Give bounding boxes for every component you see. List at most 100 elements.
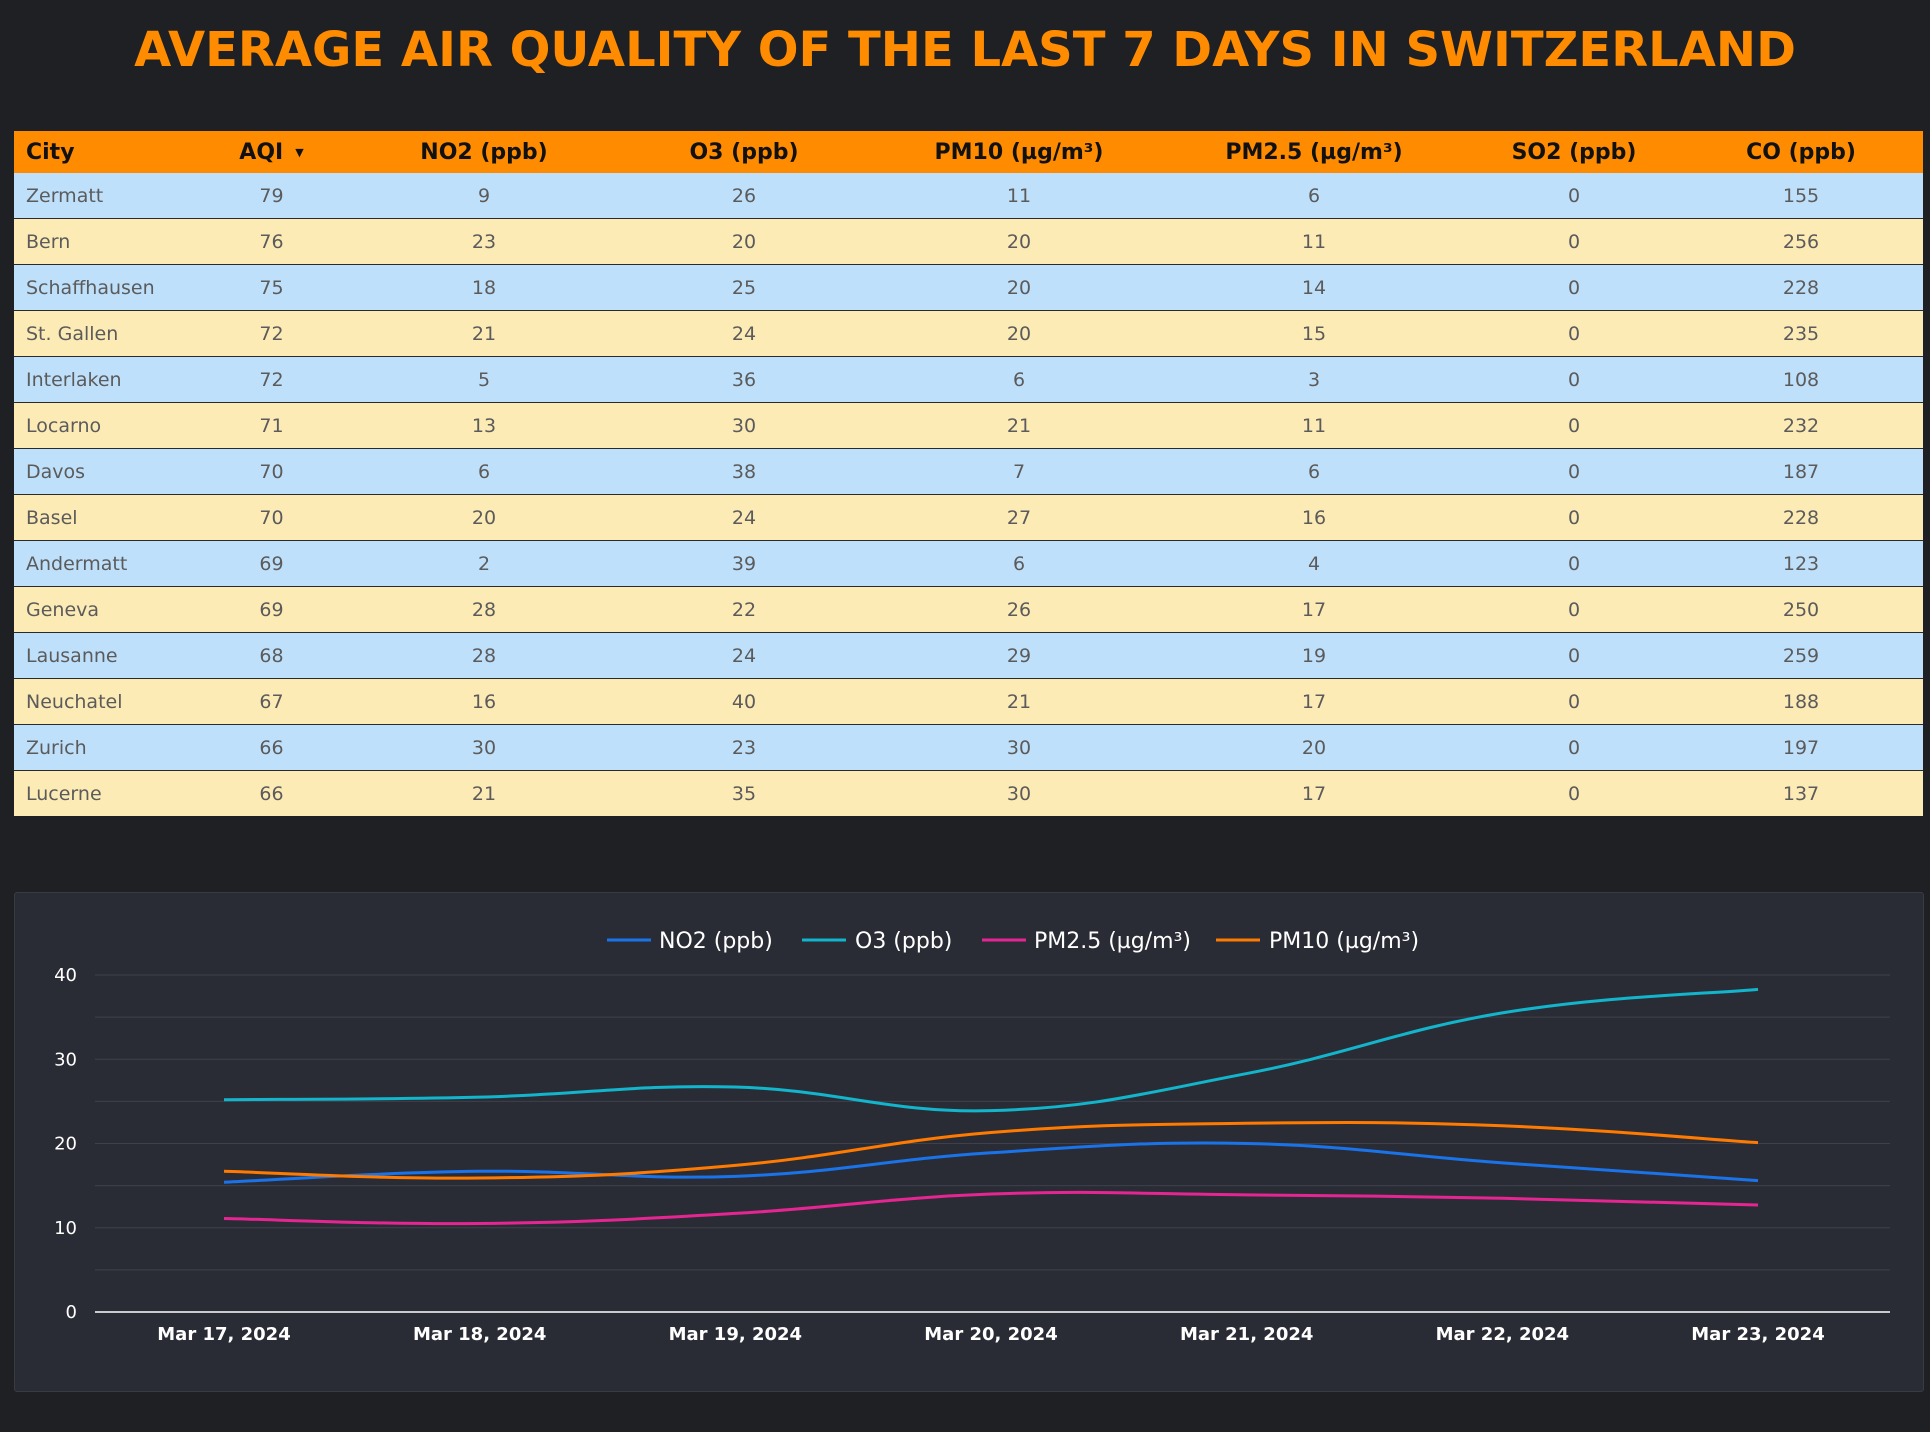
table-row: St. Gallen 72 21 24 20 15 0 235: [14, 310, 1923, 357]
y-tick-label: 30: [54, 1049, 77, 1070]
table-cell-so2-ppb: 0: [1469, 494, 1679, 541]
table-cell-co-ppb: 187: [1679, 448, 1923, 495]
table-row: Bern 76 23 20 20 11 0 256: [14, 218, 1923, 265]
table-cell-co-ppb: 256: [1679, 218, 1923, 265]
column-header-o3-ppb[interactable]: O3 (ppb): [609, 131, 879, 173]
table-cell-no2-ppb: 6: [359, 448, 609, 495]
x-tick-label: Mar 19, 2024: [669, 1324, 802, 1345]
table-cell-no2-ppb: 28: [359, 632, 609, 679]
table-cell-pm2-5-g-m: 15: [1159, 310, 1469, 357]
table-cell-no2-ppb: 30: [359, 724, 609, 771]
table-cell-aqi: 66: [184, 770, 359, 816]
table-cell-aqi: 79: [184, 173, 359, 219]
column-header-co-ppb[interactable]: CO (ppb): [1679, 131, 1923, 173]
legend-label: PM10 (µg/m³): [1269, 929, 1419, 954]
x-tick-label: Mar 23, 2024: [1691, 1324, 1824, 1345]
table-cell-so2-ppb: 0: [1469, 173, 1679, 219]
table-cell-pm10-g-m: 20: [879, 264, 1159, 311]
table-row: Davos 70 6 38 7 6 0 187: [14, 448, 1923, 495]
table-cell-pm2-5-g-m: 11: [1159, 218, 1469, 265]
column-header-aqi[interactable]: AQI ▼: [184, 131, 359, 173]
table-cell-pm2-5-g-m: 14: [1159, 264, 1469, 311]
series-line-no2-ppb: [223, 1141, 1759, 1184]
table-cell-no2-ppb: 21: [359, 770, 609, 816]
line-chart: 0 10 20 30 40 Mar 17, 2024 Mar 18, 2024 Mar 19,…: [54, 929, 1890, 1345]
legend-item[interactable]: PM10 (µg/m³): [1216, 929, 1419, 954]
table-cell-city: Lausanne: [14, 632, 184, 679]
table-cell-pm10-g-m: 6: [879, 356, 1159, 403]
column-header-label: NO2 (ppb): [420, 139, 548, 165]
table-cell-pm2-5-g-m: 17: [1159, 770, 1469, 816]
x-tick-label: Mar 22, 2024: [1436, 1324, 1569, 1345]
table-cell-aqi: 67: [184, 678, 359, 725]
table-cell-so2-ppb: 0: [1469, 218, 1679, 265]
table-cell-no2-ppb: 9: [359, 173, 609, 219]
table-row: Andermatt 69 2 39 6 4 0 123: [14, 540, 1923, 587]
table-cell-aqi: 71: [184, 402, 359, 449]
table-cell-pm2-5-g-m: 11: [1159, 402, 1469, 449]
table-cell-no2-ppb: 23: [359, 218, 609, 265]
table-cell-so2-ppb: 0: [1469, 540, 1679, 587]
table-cell-co-ppb: 123: [1679, 540, 1923, 587]
table-cell-o3-ppb: 24: [609, 494, 879, 541]
legend-item[interactable]: NO2 (ppb): [607, 929, 773, 954]
legend-label: PM2.5 (µg/m³): [1034, 929, 1191, 954]
table-row: Basel 70 20 24 27 16 0 228: [14, 494, 1923, 541]
table-cell-no2-ppb: 21: [359, 310, 609, 357]
table-cell-co-ppb: 155: [1679, 173, 1923, 219]
table-row: Lucerne 66 21 35 30 17 0 137: [14, 770, 1923, 816]
table-cell-city: Geneva: [14, 586, 184, 633]
chart-panel: 0 10 20 30 40 Mar 17, 2024 Mar 18, 2024 Mar 19,…: [14, 892, 1924, 1392]
table-cell-o3-ppb: 35: [609, 770, 879, 816]
legend-label: O3 (ppb): [855, 929, 952, 954]
series-line-pm2-5-g-m: [223, 1190, 1759, 1226]
column-header-label: CO (ppb): [1746, 139, 1856, 165]
table-cell-so2-ppb: 0: [1469, 356, 1679, 403]
column-header-pm10-g-m[interactable]: PM10 (µg/m³): [879, 131, 1159, 173]
table-cell-aqi: 70: [184, 448, 359, 495]
table-cell-so2-ppb: 0: [1469, 678, 1679, 725]
table-cell-co-ppb: 228: [1679, 264, 1923, 311]
table-cell-no2-ppb: 20: [359, 494, 609, 541]
table-cell-co-ppb: 235: [1679, 310, 1923, 357]
column-header-so2-ppb[interactable]: SO2 (ppb): [1469, 131, 1679, 173]
table-cell-aqi: 68: [184, 632, 359, 679]
table-cell-no2-ppb: 18: [359, 264, 609, 311]
table-cell-pm10-g-m: 11: [879, 173, 1159, 219]
table-row: Interlaken 72 5 36 6 3 0 108: [14, 356, 1923, 403]
column-header-label: O3 (ppb): [689, 139, 799, 165]
legend-item[interactable]: PM2.5 (µg/m³): [982, 929, 1191, 954]
column-header-label: PM2.5 (µg/m³): [1225, 139, 1403, 165]
x-tick-label: Mar 18, 2024: [413, 1324, 546, 1345]
table-row: Zurich 66 30 23 30 20 0 197: [14, 724, 1923, 771]
table-row: Locarno 71 13 30 21 11 0 232: [14, 402, 1923, 449]
x-tick-label: Mar 17, 2024: [157, 1324, 290, 1345]
table-cell-so2-ppb: 0: [1469, 402, 1679, 449]
table-cell-city: Neuchatel: [14, 678, 184, 725]
table-cell-co-ppb: 108: [1679, 356, 1923, 403]
table-cell-pm10-g-m: 29: [879, 632, 1159, 679]
column-header-label: SO2 (ppb): [1511, 139, 1637, 165]
column-header-label: PM10 (µg/m³): [934, 139, 1104, 165]
column-header-no2-ppb[interactable]: NO2 (ppb): [359, 131, 609, 173]
table-cell-pm2-5-g-m: 16: [1159, 494, 1469, 541]
series-line-pm10-g-m: [223, 1120, 1759, 1180]
table-cell-o3-ppb: 24: [609, 632, 879, 679]
table-cell-pm2-5-g-m: 4: [1159, 540, 1469, 587]
table-cell-co-ppb: 197: [1679, 724, 1923, 771]
table-cell-city: St. Gallen: [14, 310, 184, 357]
table-cell-pm2-5-g-m: 19: [1159, 632, 1469, 679]
column-header-pm2-5-g-m[interactable]: PM2.5 (µg/m³): [1159, 131, 1469, 173]
table-cell-city: Bern: [14, 218, 184, 265]
table-cell-city: Schaffhausen: [14, 264, 184, 311]
table-cell-pm10-g-m: 7: [879, 448, 1159, 495]
table-cell-pm2-5-g-m: 17: [1159, 586, 1469, 633]
sort-descending-icon[interactable]: ▼: [295, 146, 304, 159]
table-cell-aqi: 69: [184, 540, 359, 587]
table-cell-o3-ppb: 22: [609, 586, 879, 633]
x-tick-label: Mar 20, 2024: [924, 1324, 1057, 1345]
table-row: Neuchatel 67 16 40 21 17 0 188: [14, 678, 1923, 725]
legend-item[interactable]: O3 (ppb): [802, 929, 952, 954]
column-header-city[interactable]: City: [14, 131, 184, 173]
table-cell-city: Andermatt: [14, 540, 184, 587]
